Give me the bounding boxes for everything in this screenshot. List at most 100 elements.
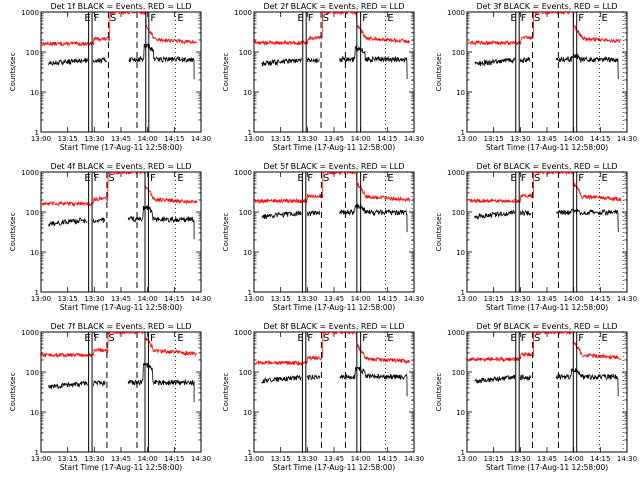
y-tick-label: 1: [35, 289, 39, 297]
axes-frame: [253, 11, 415, 133]
region-label: S: [108, 173, 114, 184]
x-tick-label: 13:00: [457, 295, 477, 303]
panel-title: Det 3f BLACK = Events, RED = LLD: [476, 2, 617, 11]
region-label: S: [534, 333, 540, 344]
lld-series-line: [254, 332, 411, 367]
region-label: F: [307, 173, 313, 184]
x-tick-label: 13:30: [84, 455, 104, 463]
x-tick-label: 13:30: [297, 455, 317, 463]
region-label: F: [150, 13, 156, 24]
x-tick-label: 13:00: [244, 135, 264, 143]
panel-8: Det 8f BLACK = Events, RED = LLD 1 10 100 10…: [222, 322, 424, 472]
region-label: F: [94, 13, 100, 24]
x-tick-label: 14:00: [138, 455, 158, 463]
lld-series-line: [254, 12, 410, 46]
y-tick-label: 1: [461, 129, 465, 137]
x-tick-label: 13:00: [31, 135, 51, 143]
region-label: E: [84, 333, 90, 344]
panel-title: Det 8f BLACK = Events, RED = LLD: [263, 322, 404, 331]
x-tick-label: 13:00: [31, 455, 51, 463]
lld-series-line: [467, 12, 622, 47]
x-tick-label: 14:15: [590, 455, 610, 463]
x-tick-label: 13:45: [111, 295, 131, 303]
x-tick-label: 14:30: [617, 455, 637, 463]
region-label: F: [521, 333, 527, 344]
x-tick-label: 13:15: [484, 455, 504, 463]
y-tick-label: 1000: [234, 169, 252, 177]
y-tick-label: 1: [248, 289, 252, 297]
events-series-line: [555, 208, 619, 233]
region-label: E: [297, 13, 303, 24]
events-series-line: [555, 368, 619, 397]
x-tick-label: 13:15: [271, 455, 291, 463]
x-tick-label: 13:00: [457, 135, 477, 143]
x-tick-label: 14:30: [404, 135, 424, 143]
region-label: F: [521, 13, 527, 24]
x-tick-label: 13:15: [484, 295, 504, 303]
region-label: S: [110, 13, 116, 24]
panel-5: Det 5f BLACK = Events, RED = LLD 1 10 100 10…: [222, 162, 424, 312]
x-tick-label: 14:15: [590, 295, 610, 303]
region-label: E: [387, 333, 393, 344]
x-tick-label: 14:15: [164, 295, 184, 303]
y-tick-label: 1000: [234, 9, 252, 17]
x-axis-label: Start Time (17-Aug-11 12:58:00): [273, 303, 395, 312]
y-tick-label: 100: [452, 369, 465, 377]
x-tick-label: 13:45: [537, 455, 557, 463]
region-label: E: [297, 333, 303, 344]
region-label: E: [510, 333, 516, 344]
lld-series-line: [467, 332, 622, 363]
x-tick-label: 13:15: [271, 135, 291, 143]
x-tick-label: 14:15: [164, 455, 184, 463]
x-tick-label: 13:30: [297, 295, 317, 303]
x-tick-label: 14:30: [404, 455, 424, 463]
x-tick-label: 14:00: [351, 295, 371, 303]
x-axis-label: Start Time (17-Aug-11 12:58:00): [273, 463, 395, 472]
events-series-line: [519, 373, 532, 382]
y-tick-label: 10: [243, 89, 252, 97]
x-tick-label: 13:45: [537, 295, 557, 303]
x-tick-label: 13:15: [58, 455, 78, 463]
x-axis-label: Start Time (17-Aug-11 12:58:00): [486, 303, 608, 312]
x-tick-label: 13:45: [324, 295, 344, 303]
region-label: E: [601, 173, 607, 184]
events-series-line: [474, 57, 516, 67]
events-series-line: [261, 210, 302, 219]
region-label: F: [94, 333, 100, 344]
events-series-line: [555, 52, 619, 80]
axes-frame: [253, 331, 415, 453]
x-tick-label: 14:30: [191, 135, 211, 143]
region-label: F: [362, 13, 368, 24]
lld-series-line: [254, 172, 411, 205]
events-series-line: [261, 57, 302, 67]
events-series-line: [306, 209, 321, 217]
x-tick-label: 13:15: [484, 135, 504, 143]
x-tick-label: 14:15: [590, 135, 610, 143]
y-tick-label: 1: [461, 289, 465, 297]
region-label: E: [601, 333, 607, 344]
x-tick-label: 14:00: [351, 455, 371, 463]
y-tick-label: 1: [248, 129, 252, 137]
x-tick-label: 13:30: [297, 135, 317, 143]
events-series-line: [306, 57, 320, 63]
events-series-line: [519, 209, 532, 217]
y-axis-label: Counts/sec: [435, 213, 443, 252]
x-axis-label: Start Time (17-Aug-11 12:58:00): [60, 143, 182, 152]
region-label: F: [307, 333, 313, 344]
panel-3: Det 3f BLACK = Events, RED = LLD 1 10 100 10…: [435, 2, 637, 152]
x-tick-label: 14:30: [191, 455, 211, 463]
x-tick-label: 13:45: [537, 135, 557, 143]
region-label: S: [323, 13, 329, 24]
y-axis-label: Counts/sec: [435, 373, 443, 412]
events-series-line: [48, 57, 88, 66]
panel-title: Det 6f BLACK = Events, RED = LLD: [476, 162, 617, 171]
region-label: E: [84, 13, 90, 24]
y-tick-label: 10: [243, 409, 252, 417]
x-axis-label: Start Time (17-Aug-11 12:58:00): [60, 463, 182, 472]
y-tick-label: 1000: [447, 169, 465, 177]
y-tick-label: 10: [456, 409, 465, 417]
x-tick-label: 14:00: [138, 295, 158, 303]
region-label: E: [387, 173, 393, 184]
y-axis-label: Counts/sec: [222, 213, 230, 252]
y-tick-label: 1000: [234, 329, 252, 337]
